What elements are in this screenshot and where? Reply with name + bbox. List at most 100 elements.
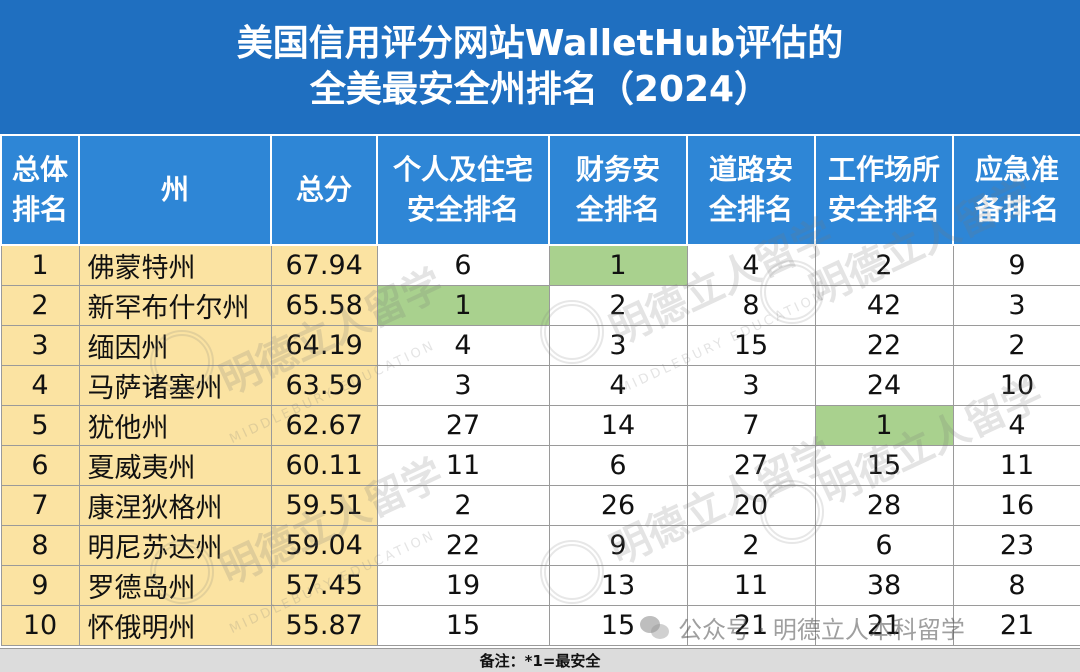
header-row: 总体 排名 州 总分 个人及住宅 安全排名 财务安 全排名 道路安 全排名 工作场所 安全…: [0, 134, 1080, 246]
cell-personal: 2: [376, 485, 550, 526]
cell-rank: 7: [0, 485, 80, 526]
cell-workplace: 1: [814, 405, 954, 446]
cell-personal: 27: [376, 405, 550, 446]
cell-workplace: 38: [814, 565, 954, 606]
cell-score: 67.94: [270, 244, 378, 286]
cell-state: 缅因州: [78, 325, 272, 366]
header-personal-safety: 个人及住宅 安全排名: [376, 134, 550, 246]
cell-workplace: 24: [814, 365, 954, 406]
cell-state: 佛蒙特州: [78, 244, 272, 286]
cell-financial: 6: [548, 445, 688, 486]
cell-rank: 4: [0, 365, 80, 406]
cell-personal: 1: [376, 285, 550, 326]
cell-emergency: 21: [952, 605, 1080, 646]
cell-workplace: 15: [814, 445, 954, 486]
cell-personal: 11: [376, 445, 550, 486]
cell-state: 新罕布什尔州: [78, 285, 272, 326]
cell-state: 罗德岛州: [78, 565, 272, 606]
cell-road: 27: [686, 445, 816, 486]
cell-workplace: 21: [814, 605, 954, 646]
cell-workplace: 6: [814, 525, 954, 566]
cell-emergency: 16: [952, 485, 1080, 526]
cell-rank: 10: [0, 605, 80, 646]
header-workplace-safety: 工作场所 安全排名: [814, 134, 954, 246]
cell-emergency: 3: [952, 285, 1080, 326]
cell-road: 7: [686, 405, 816, 446]
cell-road: 2: [686, 525, 816, 566]
cell-score: 55.87: [270, 605, 378, 646]
cell-rank: 8: [0, 525, 80, 566]
cell-rank: 3: [0, 325, 80, 366]
cell-financial: 9: [548, 525, 688, 566]
title-line-2: 全美最安全州排名（2024）: [309, 69, 771, 110]
cell-score: 59.51: [270, 485, 378, 526]
cell-score: 65.58: [270, 285, 378, 326]
table-row: 7 康涅狄格州 59.51 2 26 20 28 16: [0, 485, 1080, 526]
cell-state: 犹他州: [78, 405, 272, 446]
cell-financial: 14: [548, 405, 688, 446]
table-row: 8 明尼苏达州 59.04 22 9 2 6 23: [0, 525, 1080, 566]
cell-score: 62.67: [270, 405, 378, 446]
cell-road: 4: [686, 244, 816, 286]
cell-financial: 4: [548, 365, 688, 406]
cell-rank: 1: [0, 244, 80, 286]
cell-road: 20: [686, 485, 816, 526]
ranking-table: 总体 排名 州 总分 个人及住宅 安全排名 财务安 全排名 道路安 全排名 工作场所 安全…: [0, 134, 1080, 646]
cell-state: 康涅狄格州: [78, 485, 272, 526]
table-footnote: 备注：*1=最安全: [0, 648, 1080, 672]
header-score: 总分: [270, 134, 378, 246]
cell-personal: 4: [376, 325, 550, 366]
cell-score: 59.04: [270, 525, 378, 566]
title-line-1: 美国信用评分网站WalletHub评估的: [236, 23, 844, 64]
cell-road: 8: [686, 285, 816, 326]
header-financial-safety: 财务安 全排名: [548, 134, 688, 246]
cell-score: 63.59: [270, 365, 378, 406]
cell-personal: 15: [376, 605, 550, 646]
cell-score: 64.19: [270, 325, 378, 366]
cell-workplace: 42: [814, 285, 954, 326]
cell-state: 马萨诸塞州: [78, 365, 272, 406]
cell-personal: 22: [376, 525, 550, 566]
cell-state: 明尼苏达州: [78, 525, 272, 566]
cell-financial: 15: [548, 605, 688, 646]
cell-rank: 5: [0, 405, 80, 446]
cell-personal: 19: [376, 565, 550, 606]
table-row: 3 缅因州 64.19 4 3 15 22 2: [0, 325, 1080, 366]
table-row: 10 怀俄明州 55.87 15 15 21 21 21: [0, 605, 1080, 646]
header-emergency-prep: 应急准 备排名: [952, 134, 1080, 246]
table-title: 美国信用评分网站WalletHub评估的 全美最安全州排名（2024）: [0, 0, 1080, 134]
table-row: 9 罗德岛州 57.45 19 13 11 38 8: [0, 565, 1080, 606]
cell-emergency: 2: [952, 325, 1080, 366]
cell-personal: 6: [376, 244, 550, 286]
cell-emergency: 11: [952, 445, 1080, 486]
cell-road: 11: [686, 565, 816, 606]
cell-emergency: 9: [952, 244, 1080, 286]
table-row: 4 马萨诸塞州 63.59 3 4 3 24 10: [0, 365, 1080, 406]
header-overall-rank: 总体 排名: [0, 134, 80, 246]
cell-financial: 26: [548, 485, 688, 526]
cell-emergency: 23: [952, 525, 1080, 566]
cell-financial: 2: [548, 285, 688, 326]
cell-personal: 3: [376, 365, 550, 406]
cell-road: 15: [686, 325, 816, 366]
cell-state: 夏威夷州: [78, 445, 272, 486]
cell-rank: 9: [0, 565, 80, 606]
cell-score: 60.11: [270, 445, 378, 486]
cell-score: 57.45: [270, 565, 378, 606]
cell-workplace: 22: [814, 325, 954, 366]
cell-emergency: 10: [952, 365, 1080, 406]
header-state: 州: [78, 134, 272, 246]
cell-financial: 13: [548, 565, 688, 606]
cell-workplace: 2: [814, 244, 954, 286]
cell-road: 3: [686, 365, 816, 406]
cell-financial: 3: [548, 325, 688, 366]
cell-workplace: 28: [814, 485, 954, 526]
table-row: 6 夏威夷州 60.11 11 6 27 15 11: [0, 445, 1080, 486]
cell-financial: 1: [548, 244, 688, 286]
table-row: 5 犹他州 62.67 27 14 7 1 4: [0, 405, 1080, 446]
cell-road: 21: [686, 605, 816, 646]
cell-rank: 6: [0, 445, 80, 486]
header-road-safety: 道路安 全排名: [686, 134, 816, 246]
cell-rank: 2: [0, 285, 80, 326]
cell-state: 怀俄明州: [78, 605, 272, 646]
